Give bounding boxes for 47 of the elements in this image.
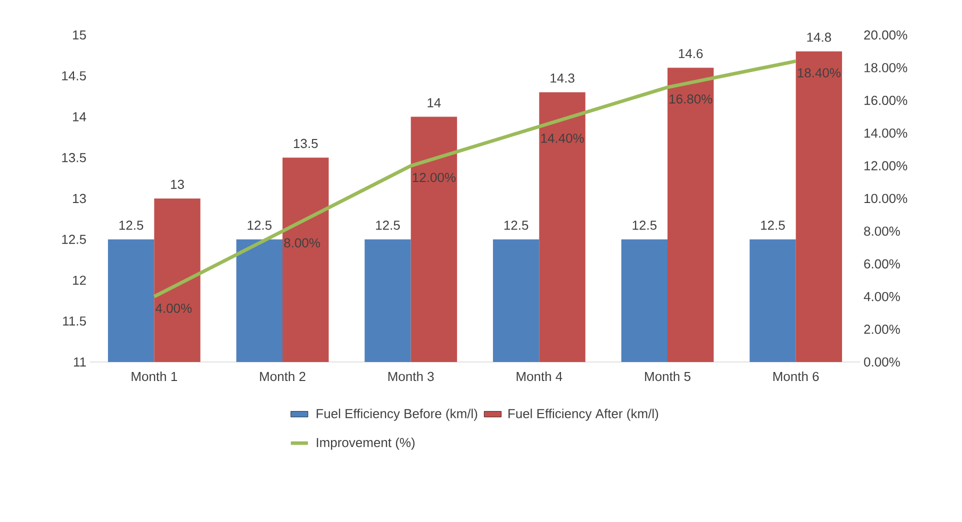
x-tick-label: Month 1 — [132, 372, 178, 382]
legend-label: Fuel Efficiency Before (km/l) — [316, 408, 478, 421]
y-tick-label: 14.5 — [62, 71, 86, 80]
legend-label: Fuel Efficiency After (km/l) — [508, 408, 658, 421]
x-tick-label: Month 3 — [388, 372, 434, 382]
y-tick-label: 15 — [73, 30, 86, 40]
y-tick-label: 13 — [73, 194, 86, 204]
data-label: 18.40% — [798, 68, 841, 78]
y2-tick-label: 20.00% — [864, 30, 908, 40]
data-label: 14.6 — [678, 48, 703, 58]
y2-tick-label: 12.00% — [864, 161, 908, 170]
x-tick-label: Month 5 — [645, 372, 690, 382]
data-label: 14.8 — [807, 32, 832, 42]
data-label: 12.5 — [504, 220, 528, 230]
y2-tick-label: 4.00% — [864, 292, 900, 302]
data-label: 4.00% — [156, 304, 192, 313]
data-label: 12.00% — [412, 172, 456, 182]
data-label: 12.5 — [376, 220, 400, 230]
data-label: 13.5 — [294, 138, 318, 148]
data-label: 12.5 — [119, 220, 144, 230]
data-label: 12.5 — [248, 220, 272, 230]
y-tick-label: 12.5 — [62, 234, 86, 244]
y-tick-label: 11.5 — [63, 316, 86, 326]
y-tick-label: 11 — [74, 358, 86, 366]
x-tick-label: Month 2 — [260, 372, 306, 382]
data-label: 13 — [171, 180, 184, 189]
y2-tick-label: 0.00% — [864, 357, 900, 367]
y2-tick-label: 2.00% — [864, 324, 900, 334]
y-tick-label: 14 — [73, 112, 86, 122]
y2-tick-label: 10.00% — [864, 194, 908, 204]
data-label: 14.3 — [550, 73, 574, 83]
data-label: 14.40% — [541, 134, 584, 143]
y2-tick-label: 16.00% — [864, 96, 908, 105]
y2-tick-label: 8.00% — [864, 226, 900, 236]
legend-label: Improvement (%) — [316, 438, 415, 450]
data-label: 12.5 — [632, 220, 656, 230]
x-tick-label: Month 4 — [516, 372, 562, 382]
y-tick-label: 13.5 — [62, 153, 86, 162]
data-label: 16.80% — [670, 94, 712, 104]
y-tick-label: 12 — [73, 276, 86, 285]
y2-tick-label: 6.00% — [864, 259, 900, 268]
data-label: 8.00% — [284, 238, 320, 248]
x-tick-label: Month 6 — [773, 372, 819, 382]
y2-tick-label: 14.00% — [864, 128, 908, 138]
data-label: 14 — [428, 98, 441, 108]
data-label: 12.5 — [761, 220, 785, 230]
y2-tick-label: 18.00% — [864, 63, 908, 72]
